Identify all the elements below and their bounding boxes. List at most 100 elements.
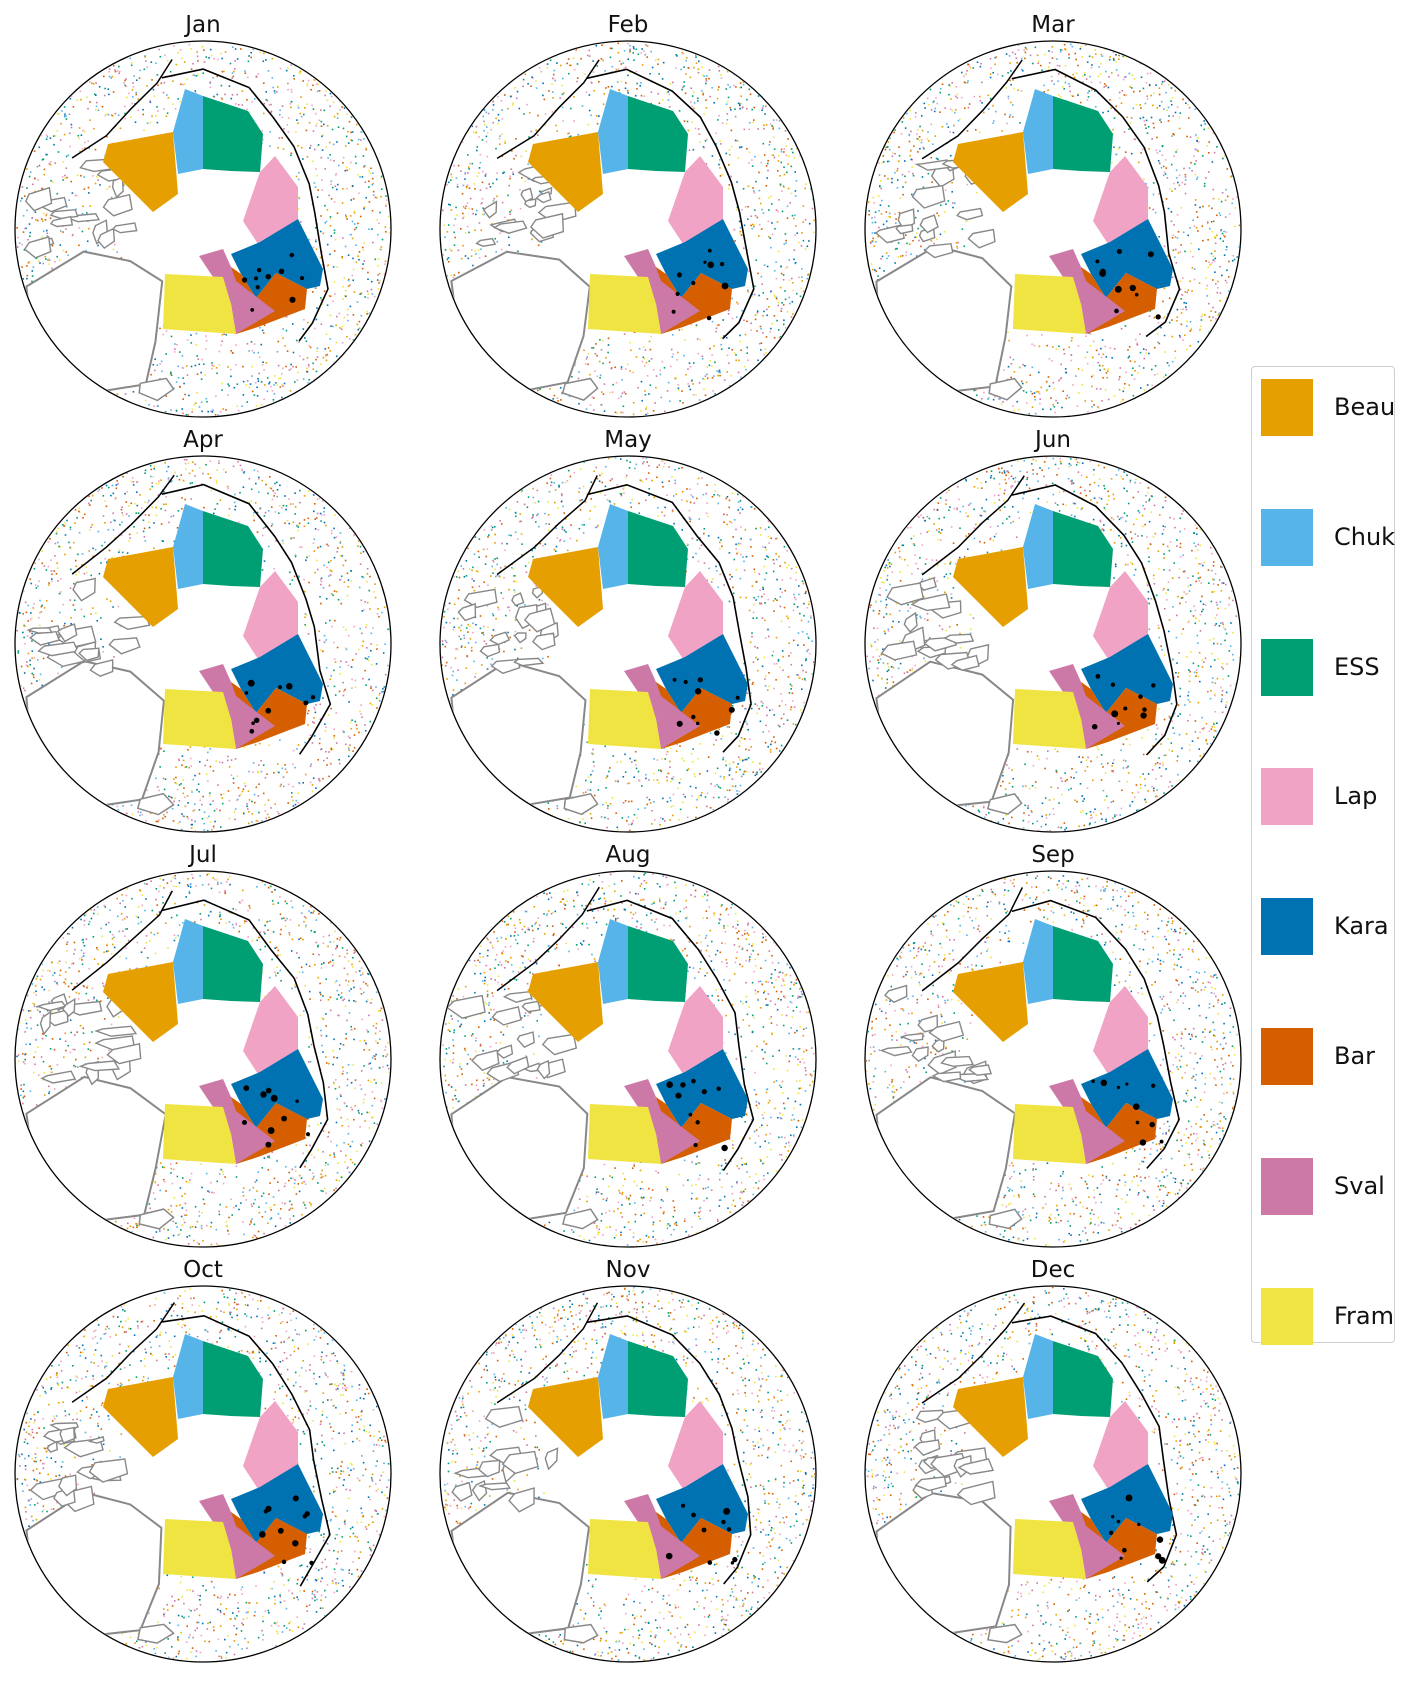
region-kara (656, 634, 748, 713)
alaska-coastline (921, 59, 1023, 160)
region-fram (1013, 1104, 1086, 1164)
island-speck (310, 695, 316, 700)
alaska-coastline (496, 886, 600, 992)
region-kara (231, 634, 323, 713)
region-chuk (1023, 1334, 1053, 1419)
region-ess (628, 96, 688, 172)
region-fram (1013, 274, 1086, 334)
island-outline (914, 159, 950, 171)
island-speck (1139, 1139, 1147, 1146)
map-content (441, 1287, 815, 1661)
region-fram (588, 689, 661, 749)
map-content (16, 1287, 390, 1661)
island-speck (695, 721, 700, 726)
iceland-land (561, 377, 599, 401)
island-speck (688, 1112, 693, 1117)
region-beau (953, 1377, 1028, 1457)
island-outline (919, 214, 939, 234)
island-outline (506, 1056, 530, 1075)
island-outline (516, 1031, 535, 1048)
region-lap (1093, 986, 1148, 1077)
legend-label: ESS (1334, 653, 1380, 681)
region-chuk (173, 89, 203, 174)
island-speck (735, 695, 740, 700)
island-speck (253, 717, 260, 724)
panel-title: May (604, 427, 652, 453)
region-fram (163, 1104, 236, 1164)
island-outline (72, 577, 96, 602)
panel-title: Jun (1035, 427, 1071, 453)
island-outline (895, 224, 914, 235)
island-speck (691, 714, 696, 720)
island-speck (305, 1132, 311, 1137)
region-lap (1093, 1401, 1148, 1492)
island-outline (880, 640, 918, 661)
region-beau (103, 547, 178, 627)
island-speck (241, 1119, 248, 1126)
island-outline (884, 984, 908, 1004)
region-lap (1093, 571, 1148, 662)
panel-title: Jan (185, 12, 221, 38)
island-outline (917, 1014, 939, 1033)
legend-label: Kara (1334, 912, 1389, 940)
island-outline (957, 1458, 995, 1475)
island-outline (943, 633, 975, 644)
iceland-land (988, 377, 1023, 401)
island-speck (1125, 1082, 1129, 1086)
island-speck (707, 261, 715, 269)
island-speck (1125, 1494, 1133, 1502)
region-chuk (1023, 919, 1053, 1004)
region-kara (231, 1464, 323, 1543)
island-speck (1159, 1139, 1164, 1144)
region-chuk (598, 1334, 628, 1419)
island-speck (289, 296, 296, 303)
greenland-land (25, 250, 164, 396)
eurasia-coastline (586, 68, 755, 340)
island-outline (956, 1480, 996, 1506)
island-speck (721, 1144, 728, 1152)
island-outline (484, 1405, 524, 1428)
map-border (864, 870, 1242, 1248)
island-speck (1099, 268, 1106, 275)
island-speck (1116, 248, 1122, 255)
map-border (864, 1285, 1242, 1663)
region-ess (1053, 96, 1113, 172)
map-panel-sep (864, 870, 1242, 1248)
region-lap (243, 156, 298, 247)
region-chuk (598, 504, 628, 589)
island-speck (1135, 1120, 1140, 1125)
map-content (16, 42, 390, 416)
island-outline (56, 623, 78, 643)
island-outline (511, 592, 525, 607)
island-outline (513, 632, 527, 644)
map-content (441, 457, 815, 831)
island-outline (502, 990, 533, 1003)
island-speck (665, 1552, 673, 1560)
legend-swatch (1261, 379, 1313, 436)
island-speck (249, 728, 255, 734)
region-sval (1049, 664, 1125, 749)
island-speck (681, 1503, 686, 1508)
region-ess (203, 511, 263, 587)
island-speck (289, 252, 295, 258)
map-border (14, 455, 392, 833)
island-speck (1147, 251, 1154, 258)
island-speck (1151, 683, 1156, 688)
island-speck (714, 730, 720, 736)
region-beau (528, 547, 603, 627)
map-content (441, 872, 815, 1246)
island-outline (914, 1476, 947, 1492)
island-speck (723, 1507, 731, 1515)
region-sval (199, 249, 275, 334)
island-outline (911, 184, 946, 209)
greenland-land (450, 250, 591, 396)
island-outline (477, 1482, 512, 1491)
island-outline (928, 1020, 965, 1043)
iceland-land (137, 1623, 175, 1644)
region-kara (1081, 1049, 1173, 1128)
island-speck (292, 1540, 299, 1547)
panel-title: Oct (183, 1257, 223, 1283)
island-speck (1155, 314, 1161, 320)
island-outline (37, 641, 79, 657)
region-chuk (173, 504, 203, 589)
